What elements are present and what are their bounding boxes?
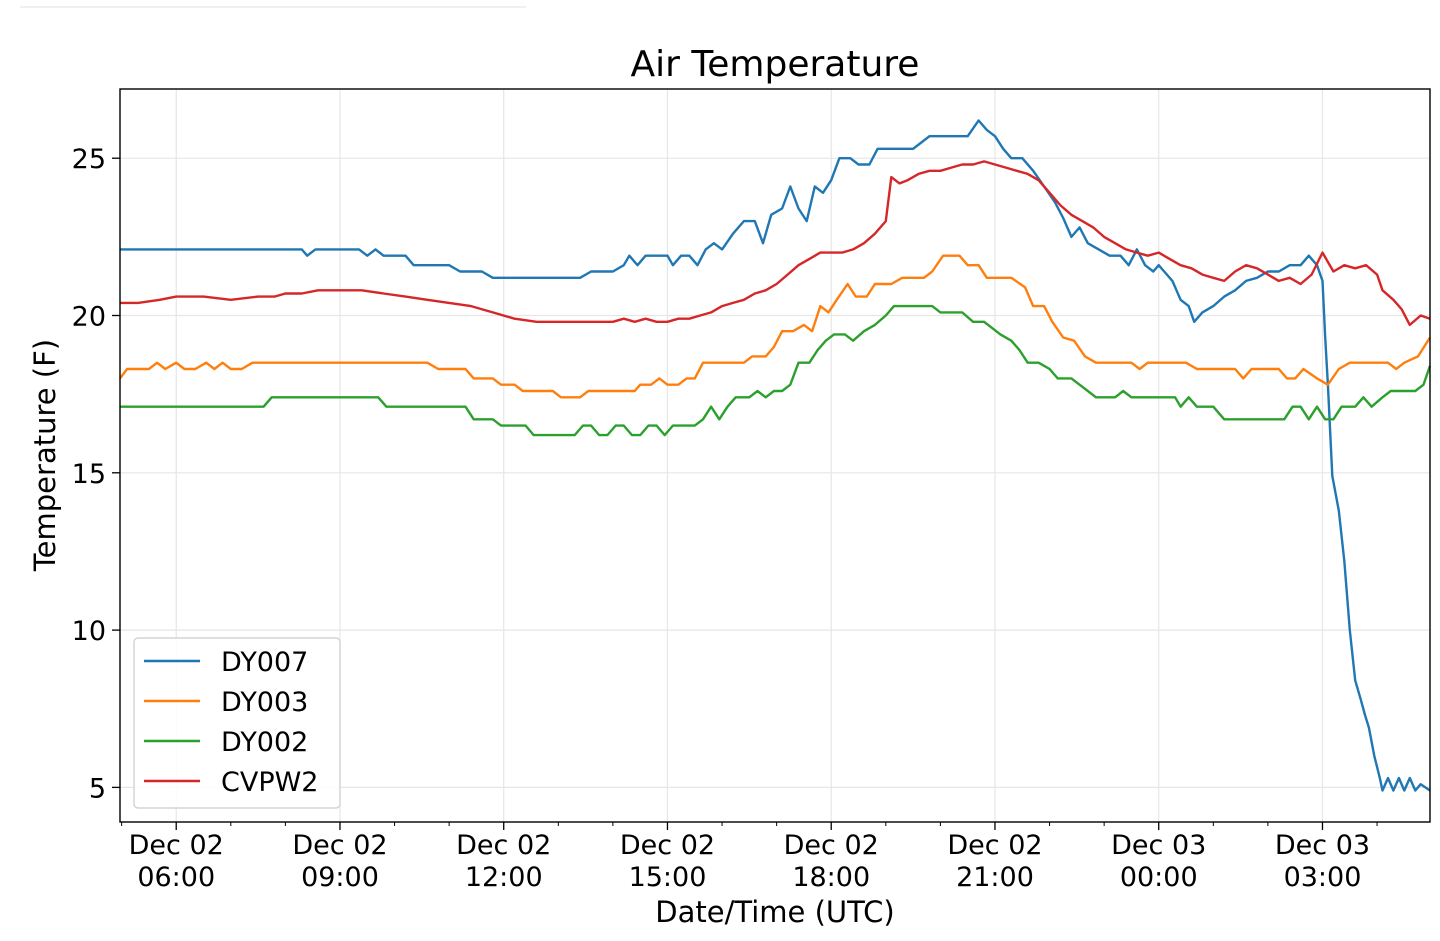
x-tick-label: 21:00	[956, 862, 1034, 893]
legend-label-dy003: DY003	[221, 687, 308, 718]
y-tick-label: 10	[72, 616, 106, 647]
x-tick-label: Dec 03	[1275, 830, 1370, 861]
x-tick-label: Dec 03	[1111, 830, 1206, 861]
legend-label-dy002: DY002	[221, 727, 308, 758]
x-tick-label: Dec 02	[620, 830, 715, 861]
series-line-dy002	[120, 304, 1432, 437]
y-tick-label: 15	[72, 459, 106, 490]
legend-box	[133, 637, 341, 809]
x-tick-label: Dec 02	[784, 830, 879, 861]
series-layer	[119, 119, 1432, 792]
legend-label-cvpw2: CVPW2	[221, 767, 318, 798]
legend-label-dy007: DY007	[221, 647, 308, 678]
legend: DY007 DY003 DY002 CVPW2	[133, 637, 341, 809]
top-border-strip	[20, 6, 526, 8]
x-tick-label: 09:00	[301, 862, 379, 893]
plot-frame	[119, 88, 1431, 823]
y-tick-label: 5	[89, 773, 106, 804]
x-tick-label: 12:00	[465, 862, 543, 893]
x-tick-label: 18:00	[792, 862, 870, 893]
x-tick-label: Dec 02	[292, 830, 387, 861]
x-tick-label: Dec 02	[456, 830, 551, 861]
chart-title: Air Temperature	[631, 44, 920, 85]
y-tick-label: 25	[72, 144, 106, 175]
x-tick-label: Dec 02	[129, 830, 224, 861]
series-line-dy007	[120, 119, 1431, 792]
x-tick-label: 06:00	[137, 862, 215, 893]
grid-layer	[120, 89, 1430, 822]
x-tick-label: 00:00	[1120, 862, 1198, 893]
y-tick-label: 20	[72, 302, 106, 333]
x-tick-label: 15:00	[629, 862, 707, 893]
y-axis-label: Temperature (F)	[28, 339, 62, 572]
x-tick-label: Dec 02	[947, 830, 1042, 861]
series-line-dy003	[119, 254, 1432, 399]
x-axis-label: Date/Time (UTC)	[655, 895, 894, 929]
x-tick-label: 03:00	[1284, 862, 1362, 893]
series-line-cvpw2	[120, 160, 1431, 327]
